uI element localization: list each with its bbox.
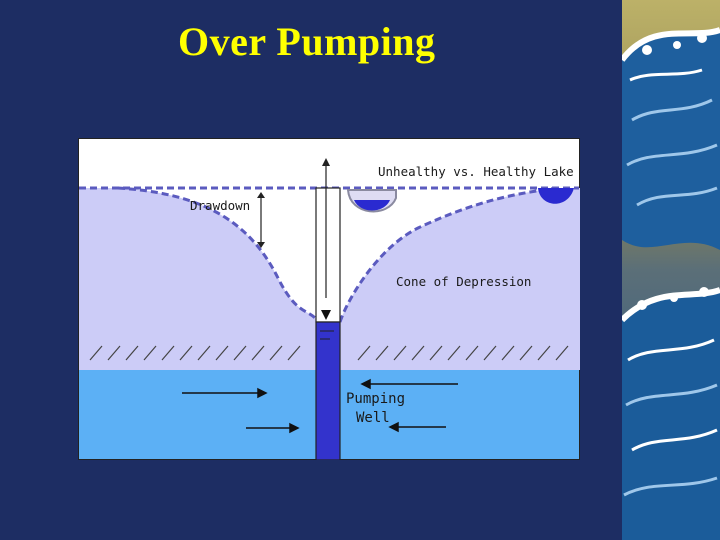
groundwater-diagram: Unhealthy vs. Healthy Lake Drawdown Cone…: [78, 138, 580, 460]
aquitard-hatching: [89, 345, 569, 361]
lake-label: Unhealthy vs. Healthy Lake: [378, 164, 574, 179]
wave-decoration: [622, 0, 720, 540]
slide-title: Over Pumping: [178, 19, 436, 64]
flow-arrows: [182, 378, 458, 434]
well-water: [315, 321, 341, 460]
healthy-lake: [538, 188, 574, 204]
drawdown-label: Drawdown: [190, 198, 250, 213]
cone-label: Cone of Depression: [396, 274, 531, 289]
well-label-line1: Pumping: [346, 391, 405, 407]
unhealthy-lake: [346, 189, 397, 213]
pump-arrow-head: [322, 158, 330, 166]
well-casing: [315, 187, 341, 323]
drawdown-curve: [117, 186, 559, 323]
water-level-marker: [321, 310, 331, 320]
well-label-line2: Well: [356, 410, 390, 426]
